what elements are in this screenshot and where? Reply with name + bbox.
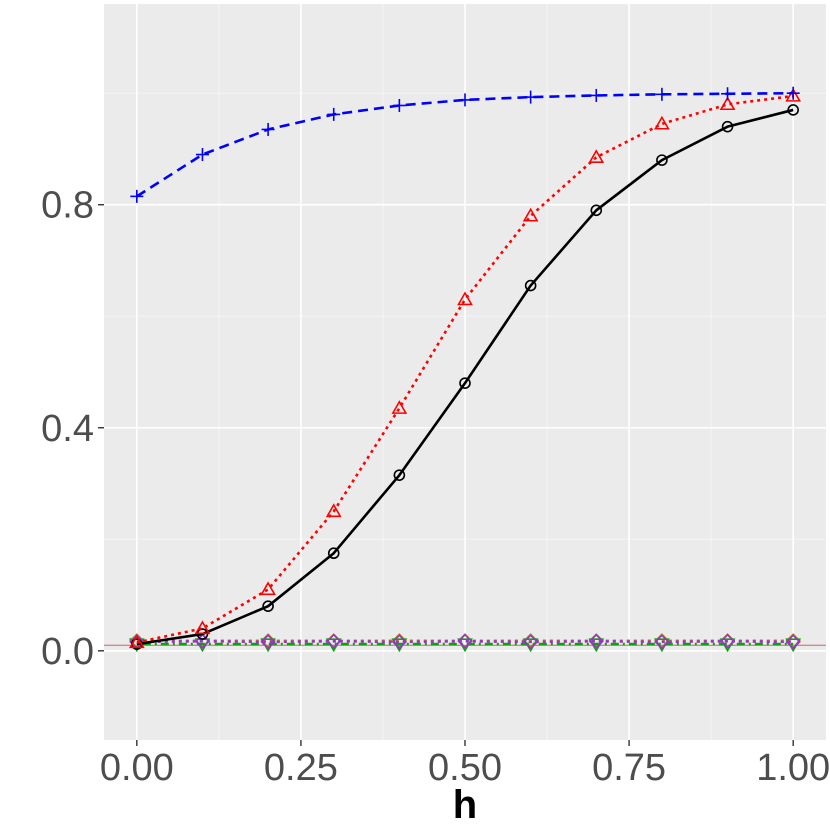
series-0-line (136, 91, 794, 198)
x-tick-label: 0.25 (264, 747, 338, 789)
series-3-point (391, 634, 407, 650)
x-axis-ticks: 0.00 0.25 0.50 0.75 1.00 (100, 740, 830, 789)
series-1-line (136, 94, 794, 644)
series-1-point (522, 207, 539, 222)
series-2-point (787, 104, 799, 116)
series-2-point (524, 279, 537, 292)
y-axis-ticks: 0.0 0.4 0.8 (41, 185, 104, 673)
series-3-point (588, 633, 604, 649)
series-2-line (136, 108, 794, 646)
series-1-point (457, 291, 473, 306)
series-3-point (523, 634, 539, 650)
major-gridlines (104, 4, 826, 740)
x-tick-label: 1.00 (756, 747, 830, 789)
series-3-point (457, 633, 473, 649)
y-tick-label: 0.4 (41, 408, 94, 450)
series-3-point (326, 633, 342, 649)
series-3 (129, 633, 801, 650)
series-0-point (786, 86, 800, 100)
series-3-point (194, 633, 211, 649)
series-3-point (260, 634, 276, 650)
x-tick-label: 0.75 (592, 747, 666, 789)
x-tick-label: 0.50 (428, 747, 502, 789)
series-2-point (393, 469, 406, 481)
series-0-point (130, 189, 144, 203)
series-1-point (260, 581, 276, 596)
series-1-point (719, 96, 736, 111)
x-axis-title: h (453, 783, 477, 827)
series-0-point (721, 87, 735, 101)
series-0 (130, 86, 800, 203)
y-tick-label: 0.8 (41, 185, 94, 227)
series-3-point (654, 634, 670, 650)
series-2-point (262, 600, 274, 612)
y-tick-label: 0.0 (41, 631, 94, 673)
series-1-point (128, 634, 145, 649)
series-0-point (589, 88, 603, 102)
series-0-point (392, 98, 406, 112)
series-0-point (261, 122, 275, 136)
series-2-point (656, 154, 668, 166)
series-0-point (195, 148, 209, 162)
series-1-point (588, 149, 605, 164)
series-1 (128, 87, 802, 649)
series-1-point (654, 115, 670, 130)
series-1-point (391, 400, 408, 414)
series-layer (128, 86, 802, 653)
series-2-point (721, 120, 734, 133)
series-3-point (719, 633, 736, 649)
series-2-point (590, 204, 603, 217)
series-2-point (459, 377, 471, 389)
x-tick-label: 0.00 (100, 747, 174, 789)
series-2-point (327, 547, 340, 560)
series-1-point (194, 620, 211, 635)
series-0-point (327, 107, 341, 121)
series-1-point (785, 87, 802, 102)
series-3-point (785, 634, 801, 650)
series-0-point (458, 93, 472, 107)
series-3-line (136, 640, 794, 644)
series-0-point (524, 90, 538, 104)
series-1-point (325, 503, 342, 518)
series-0-point (655, 87, 669, 101)
